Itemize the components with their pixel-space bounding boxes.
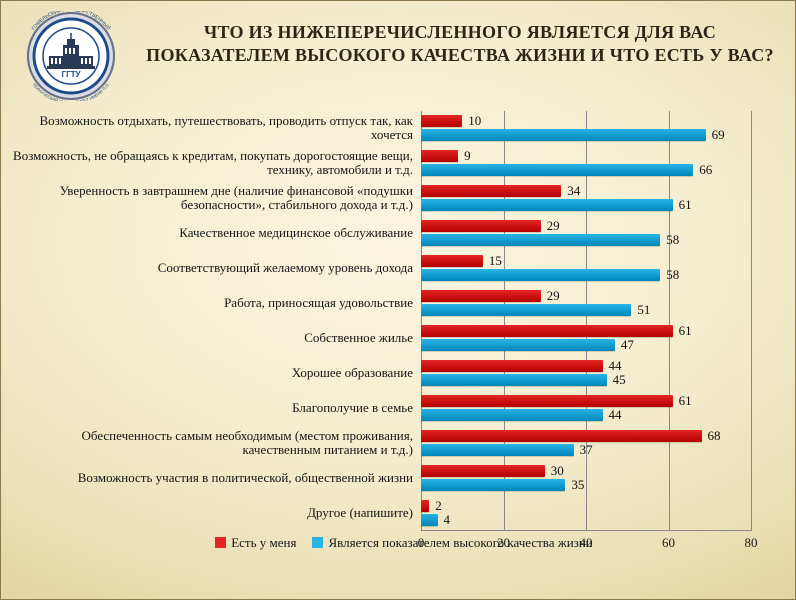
bar-indicator [421,129,706,141]
bar-value-label: 29 [547,290,560,302]
category-label: Уверенность в завтрашнем дне (наличие фи… [11,184,417,212]
bar-have [421,395,673,407]
bar-value-label: 9 [464,150,471,162]
bar-indicator [421,269,660,281]
bar-indicator [421,514,438,526]
bar-indicator [421,304,631,316]
category-label: Другое (напишите) [11,506,417,520]
bar-value-label: 61 [679,395,692,407]
bar-value-label: 30 [551,465,564,477]
bar-have [421,325,673,337]
chart: Возможность отдыхать, путешествовать, пр… [11,111,781,559]
bar-have [421,220,541,232]
legend-swatch [215,537,226,548]
bar-value-label: 34 [567,185,580,197]
bar-value-label: 2 [435,500,442,512]
bar-value-label: 69 [712,129,725,141]
bar-indicator [421,234,660,246]
category-label: Обеспеченность самым необходимым (местом… [11,429,417,457]
bar-value-label: 61 [679,199,692,211]
category-label: Возможность участия в политической, обще… [11,471,417,485]
bar-value-label: 61 [679,325,692,337]
grid-line [751,111,752,531]
bar-indicator [421,164,693,176]
plot-area: 0204060801069966346129581558295161474445… [421,111,751,531]
category-label: Соответствующий желаемому уровень дохода [11,261,417,275]
legend-label: Есть у меня [231,535,296,550]
bar-value-label: 29 [547,220,560,232]
legend: Есть у меня Является показателем высокого… [11,535,781,559]
bar-value-label: 68 [708,430,721,442]
university-logo: ГОМЕЛЬСКИЙ ГОСУДАРСТВЕННЫЙ ТЕХНИЧЕСКИЙ У… [11,11,131,101]
bar-have [421,150,458,162]
bar-value-label: 58 [666,269,679,281]
bar-value-label: 10 [468,115,481,127]
category-labels-column: Возможность отдыхать, путешествовать, пр… [11,111,417,531]
category-label: Качественное медицинское обслуживание [11,226,417,240]
bar-have [421,465,545,477]
bar-indicator [421,374,607,386]
bar-value-label: 47 [621,339,634,351]
bar-indicator [421,479,565,491]
legend-label: Является показателем высокого качества ж… [328,535,592,550]
bar-have [421,430,702,442]
bar-value-label: 4 [444,514,451,526]
category-label: Возможность отдыхать, путешествовать, пр… [11,114,417,142]
bar-value-label: 51 [637,304,650,316]
bar-have [421,500,429,512]
bar-value-label: 35 [571,479,584,491]
bar-indicator [421,444,574,456]
logo-center-text: ГГТУ [62,70,82,79]
category-label: Хорошее образование [11,366,417,380]
bar-have [421,185,561,197]
bar-have [421,290,541,302]
bar-value-label: 44 [609,409,622,421]
category-label: Собственное жилье [11,331,417,345]
bar-value-label: 15 [489,255,502,267]
bar-indicator [421,339,615,351]
bar-value-label: 58 [666,234,679,246]
bar-indicator [421,199,673,211]
category-label: Работа, приносящая удовольствие [11,296,417,310]
category-label: Благополучие в семье [11,401,417,415]
bar-have [421,360,603,372]
bar-value-label: 37 [580,444,593,456]
slide-title: ЧТО ИЗ НИЖЕПЕРЕЧИСЛЕННОГО ЯВЛЯЕТСЯ ДЛЯ В… [141,21,779,66]
legend-swatch [312,537,323,548]
bar-indicator [421,409,603,421]
bar-value-label: 44 [609,360,622,372]
bar-value-label: 66 [699,164,712,176]
bar-have [421,255,483,267]
slide: ГОМЕЛЬСКИЙ ГОСУДАРСТВЕННЫЙ ТЕХНИЧЕСКИЙ У… [0,0,796,600]
bar-value-label: 45 [613,374,626,386]
category-label: Возможность, не обращаясь к кредитам, по… [11,149,417,177]
bar-have [421,115,462,127]
